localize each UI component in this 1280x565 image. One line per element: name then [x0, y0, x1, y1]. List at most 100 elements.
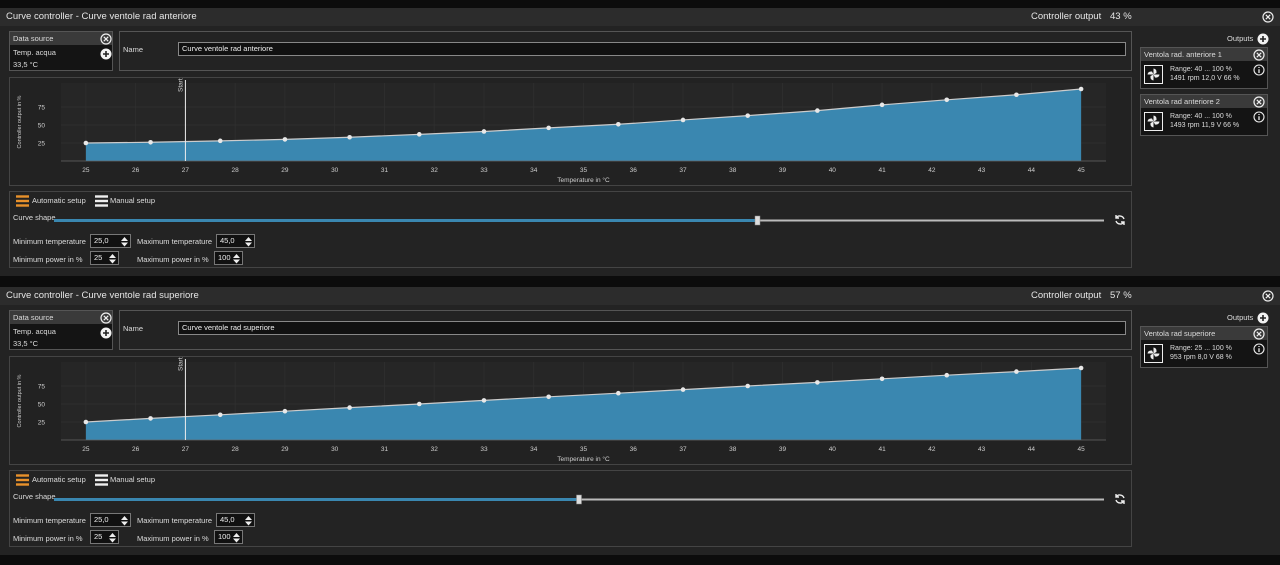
refresh-button[interactable] [1114, 493, 1126, 505]
curve-point[interactable] [1014, 92, 1019, 98]
spin-box[interactable]: 100 [214, 251, 243, 265]
curve-point[interactable] [347, 405, 352, 410]
output-name: Ventola rad anteriore 2 [1144, 97, 1220, 106]
close-button[interactable] [100, 312, 112, 324]
close-button[interactable] [100, 33, 112, 45]
refresh-button[interactable] [1114, 214, 1126, 226]
curve-point[interactable] [815, 380, 820, 385]
fan-blades [1147, 115, 1160, 128]
curve-point[interactable] [481, 129, 487, 134]
add-button[interactable] [100, 48, 112, 60]
curve-point[interactable] [680, 117, 686, 123]
output-header [1141, 95, 1267, 108]
info-button[interactable] [1253, 64, 1265, 76]
max-power-label: Maximum power in % [137, 534, 209, 543]
spin-box[interactable]: 25,0 [90, 513, 131, 527]
spin-box[interactable]: 45,0 [216, 234, 255, 248]
curve-point[interactable] [745, 383, 751, 389]
menu-bar [95, 483, 108, 486]
name-box: Name Curve ventole rad superiore [119, 310, 1132, 350]
add-plus [103, 330, 109, 336]
spin-box[interactable]: 45,0 [216, 513, 255, 527]
slider-knob[interactable] [754, 215, 761, 226]
menu-icon[interactable] [95, 474, 109, 486]
spin-box[interactable]: 25 [90, 251, 119, 265]
close-cross [103, 315, 109, 321]
curve-point[interactable] [1078, 365, 1084, 371]
close-button[interactable] [1262, 11, 1274, 23]
fan-icon [1144, 65, 1163, 84]
curve-point[interactable] [616, 121, 621, 127]
x-tick-label: 40 [829, 446, 837, 453]
curve-point[interactable] [879, 102, 885, 108]
close-button[interactable] [1253, 328, 1265, 340]
spin-arrows[interactable] [244, 236, 253, 247]
curve-point[interactable] [815, 108, 820, 113]
automatic-setup-tab[interactable]: Automatic setup [32, 196, 86, 205]
curve-point[interactable] [416, 401, 422, 407]
spin-arrows[interactable] [244, 515, 253, 526]
curve-point[interactable] [148, 139, 153, 145]
curve-point[interactable] [217, 412, 223, 418]
spin-box[interactable]: 25,0 [90, 234, 131, 248]
output-status: 1493 rpm 11,9 V 66 % [1170, 122, 1240, 129]
y-tick-label: 75 [38, 105, 46, 112]
close-ring [1262, 11, 1274, 23]
x-tick-label: 30 [331, 167, 339, 174]
spin-arrows[interactable] [108, 532, 117, 543]
slider-knob[interactable] [576, 494, 582, 505]
name-input[interactable]: Curve ventole rad anteriore [178, 42, 1126, 56]
close-button[interactable] [1253, 96, 1265, 108]
add-button[interactable] [100, 327, 112, 339]
curve-point[interactable] [282, 408, 288, 414]
curve-point[interactable] [347, 134, 352, 140]
curve-point[interactable] [546, 125, 551, 131]
curve-point[interactable] [1078, 86, 1084, 92]
x-tick-label: 32 [431, 446, 439, 453]
curve-shape-slider[interactable] [54, 215, 1106, 226]
x-tick-label: 38 [729, 446, 737, 453]
data-source-header [10, 32, 112, 45]
close-cross [103, 36, 109, 42]
x-tick-label: 33 [480, 446, 488, 453]
curve-point[interactable] [481, 398, 487, 403]
add-button[interactable] [1257, 312, 1269, 324]
name-input[interactable]: Curve ventole rad superiore [178, 321, 1126, 335]
info-button[interactable] [1253, 343, 1265, 355]
curve-point[interactable] [546, 394, 551, 400]
x-axis-label: Temperature in °C [557, 176, 610, 184]
automatic-setup-tab[interactable]: Automatic setup [32, 475, 86, 484]
curve-point[interactable] [416, 132, 422, 137]
curve-point[interactable] [83, 140, 89, 146]
curve-point[interactable] [83, 419, 89, 425]
spin-arrows[interactable] [120, 236, 129, 247]
menu-icon[interactable] [16, 474, 30, 486]
spin-arrows[interactable] [120, 515, 129, 526]
curve-point[interactable] [148, 416, 153, 421]
spin-arrows[interactable] [232, 532, 241, 543]
manual-setup-tab[interactable]: Manual setup [110, 196, 156, 205]
menu-bar [95, 474, 108, 477]
spin-box[interactable]: 25 [90, 530, 119, 544]
close-button[interactable] [1262, 290, 1274, 302]
curve-point[interactable] [1014, 369, 1019, 374]
curve-point[interactable] [745, 113, 751, 118]
curve-point[interactable] [680, 387, 686, 392]
close-button[interactable] [1253, 49, 1265, 61]
spin-box[interactable]: 100 [214, 530, 243, 544]
spin-arrows[interactable] [108, 253, 117, 264]
add-button[interactable] [1257, 33, 1269, 45]
menu-icon[interactable] [95, 195, 109, 207]
curve-shape-slider[interactable] [54, 494, 1106, 505]
spin-arrows[interactable] [232, 253, 241, 264]
curve-point[interactable] [616, 390, 621, 396]
curve-point[interactable] [944, 372, 950, 378]
menu-icon[interactable] [16, 195, 30, 207]
curve-point[interactable] [879, 376, 885, 382]
curve-point[interactable] [217, 138, 223, 144]
curve-point[interactable] [282, 137, 288, 142]
info-button[interactable] [1253, 111, 1265, 123]
curve-point[interactable] [944, 97, 950, 103]
manual-setup-tab[interactable]: Manual setup [110, 475, 156, 484]
